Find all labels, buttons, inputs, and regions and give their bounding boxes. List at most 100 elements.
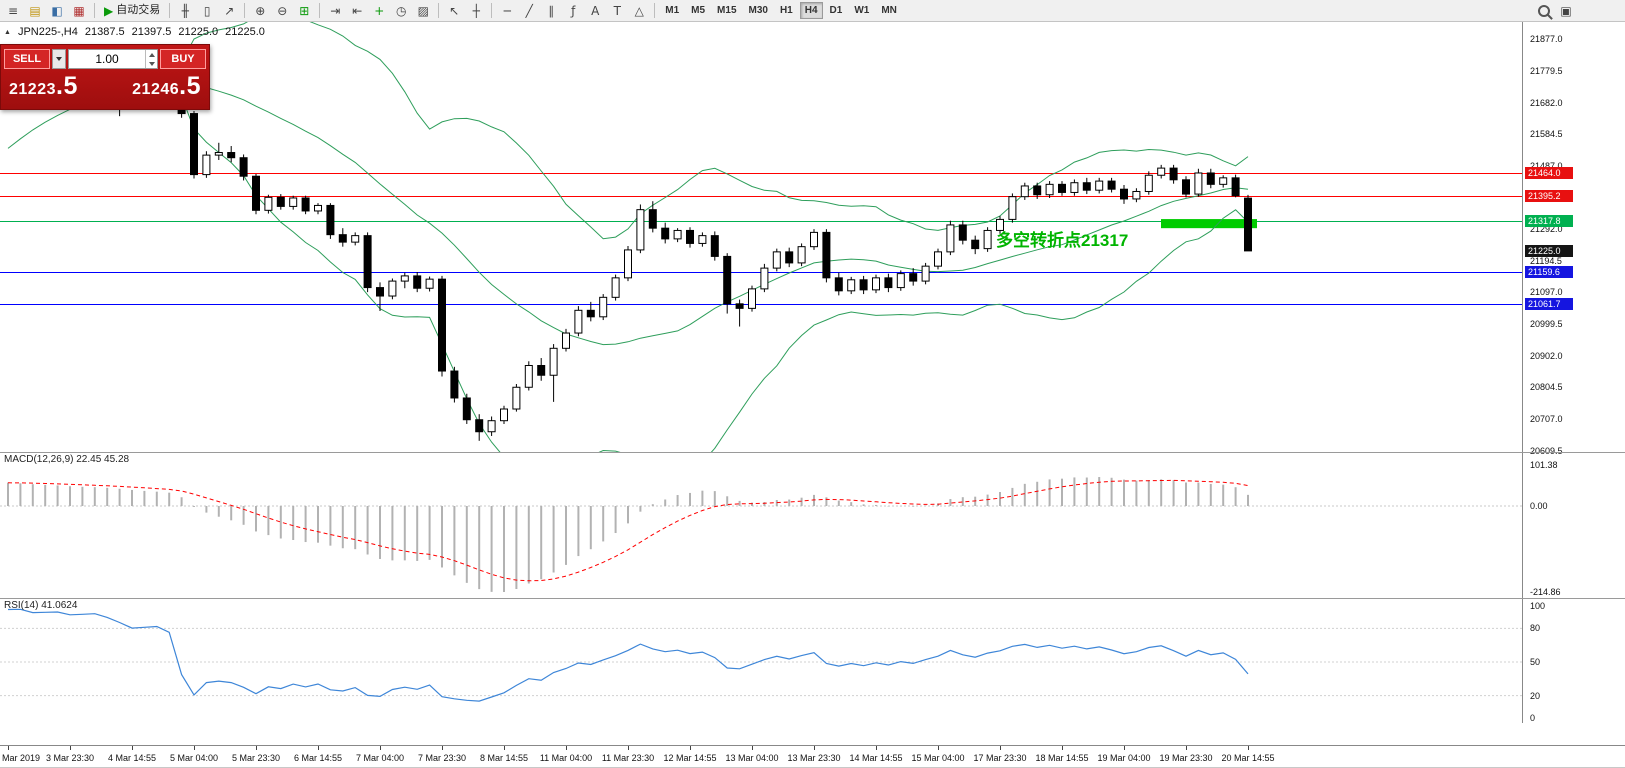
price-tag-21159.6: 21159.6 [1525,266,1573,279]
candle [822,231,831,279]
menu-button[interactable]: ≡ [3,2,23,20]
tf-m30-button[interactable]: M30 [744,2,773,19]
chart-shift-button[interactable]: ⇤ [347,2,367,20]
candle [425,278,434,289]
toolbar-separator [94,3,95,18]
candle [1020,185,1029,198]
new-chart-button[interactable]: + [369,2,389,20]
candle [636,209,645,251]
candle [648,209,657,229]
bollinger-upper-band[interactable] [7,22,1249,240]
main-chart[interactable] [0,22,1522,452]
panel-separator-macd[interactable] [0,452,1625,453]
time-tick [814,746,815,750]
tf-m15-button[interactable]: M15 [712,2,741,19]
search-button[interactable] [1534,2,1554,20]
price-tag-21225.0: 21225.0 [1525,244,1573,257]
crosshair-button[interactable]: ┼ [466,2,486,20]
navigator-button[interactable]: ◧ [47,2,67,20]
volume-stepper[interactable] [145,50,157,68]
volume-input[interactable]: 1.00 [68,49,158,69]
trendline-button[interactable]: ╱ [519,2,539,20]
trade-panel-prices: 21223.5 21246.5 [1,72,209,101]
tf-m5-button[interactable]: M5 [686,2,710,19]
rsi-axis-label: 80 [1530,623,1541,634]
tf-w1-button[interactable]: W1 [849,2,874,19]
candle [475,419,484,433]
time-tick [1248,746,1249,750]
ohlc-open: 21387.5 [84,26,125,38]
time-label: 17 Mar 23:30 [973,753,1027,763]
chevron-down-icon [148,61,155,66]
zoom-out-icon: ⊖ [277,3,288,18]
time-label: 13 Mar 04:00 [725,753,779,763]
candle [1045,183,1054,196]
text-button[interactable]: A [585,2,605,20]
candle [400,275,409,282]
macd-panel[interactable] [0,452,1522,598]
tf-d1-button[interactable]: D1 [825,2,848,19]
profiles-button[interactable]: ▣ [1556,2,1576,20]
shapes-button[interactable]: △ [629,2,649,20]
zoom-out-button[interactable]: ⊖ [272,2,292,20]
macd-indicator-label: MACD(12,26,9) 22.45 45.28 [4,454,130,465]
candle [1219,177,1228,185]
terminal-button[interactable]: ▦ [69,2,89,20]
candle [847,279,856,292]
time-tick [132,746,133,750]
rsi-panel[interactable] [0,598,1522,723]
tile-windows-button[interactable]: ⊞ [294,2,314,20]
candle [1231,177,1240,197]
cursor-button[interactable]: ↖ [444,2,464,20]
time-label: 13 Mar 23:30 [787,753,841,763]
bollinger-lower-band[interactable] [7,84,1249,452]
order-type-dropdown[interactable] [52,49,66,69]
templates-button[interactable]: ▨ [413,2,433,20]
tf-h4-button[interactable]: H4 [799,2,823,19]
horizontal-line-button[interactable]: ─ [497,2,517,20]
chart-bars-button[interactable]: ╫ [175,2,195,20]
sell-button[interactable]: SELL [4,49,50,69]
candle [190,113,198,176]
time-tick [1186,746,1187,750]
volume-value[interactable]: 1.00 [95,52,119,66]
periods-button[interactable]: ◷ [391,2,411,20]
new-order-button[interactable]: ▤ [25,2,45,20]
chart-candles-button[interactable]: ▯ [197,2,217,20]
zoom-in-button[interactable]: ⊕ [250,2,270,20]
equidistant-channel-button[interactable]: ∥ [541,2,561,20]
ohlc-symbol-period: JPN225-,H4 [17,26,78,38]
tf-mn-button[interactable]: MN [876,2,902,19]
text-label-icon: T [613,3,621,18]
candle [301,197,310,212]
fibonacci-button[interactable]: ƒ [563,2,583,20]
candle [326,204,335,236]
time-label: 7 Mar 23:30 [417,753,467,763]
bollinger-middle-band[interactable] [7,77,1249,346]
panel-separator-rsi[interactable] [0,598,1625,599]
candle [438,278,446,372]
time-axis[interactable]: Mar 2019 3 Mar 23:30 4 Mar 14:55 5 Mar 04:0… [0,745,1625,767]
time-label: 14 Mar 14:55 [849,753,903,763]
chart-workspace[interactable]: 21877.021779.521682.021584.521487.021389… [0,22,1625,723]
trendline-icon: ╱ [525,3,533,18]
candle [500,408,508,422]
tf-m1-button[interactable]: M1 [660,2,684,19]
buy-price[interactable]: 21246.5 [132,72,201,100]
time-label: 11 Mar 23:30 [601,753,655,763]
candle [202,154,211,176]
text-label-button[interactable]: T [607,2,627,20]
tf-h1-button[interactable]: H1 [775,2,798,19]
auto-scroll-button[interactable]: ⇥ [325,2,345,20]
candle [834,277,843,292]
sell-price[interactable]: 21223.5 [9,72,78,100]
oneclick-expand-icon[interactable]: ▲ [4,28,11,36]
price-axis[interactable]: 21877.021779.521682.021584.521487.021389… [1522,22,1625,723]
time-label: 7 Mar 04:00 [355,753,405,763]
time-tick [1124,746,1125,750]
candle [934,251,942,267]
autotrading-button[interactable]: ▶ 自动交易 [100,2,164,20]
buy-button[interactable]: BUY [160,49,206,69]
chart-line-button[interactable]: ↗ [219,2,239,20]
highlight-rectangle[interactable] [1161,219,1257,229]
